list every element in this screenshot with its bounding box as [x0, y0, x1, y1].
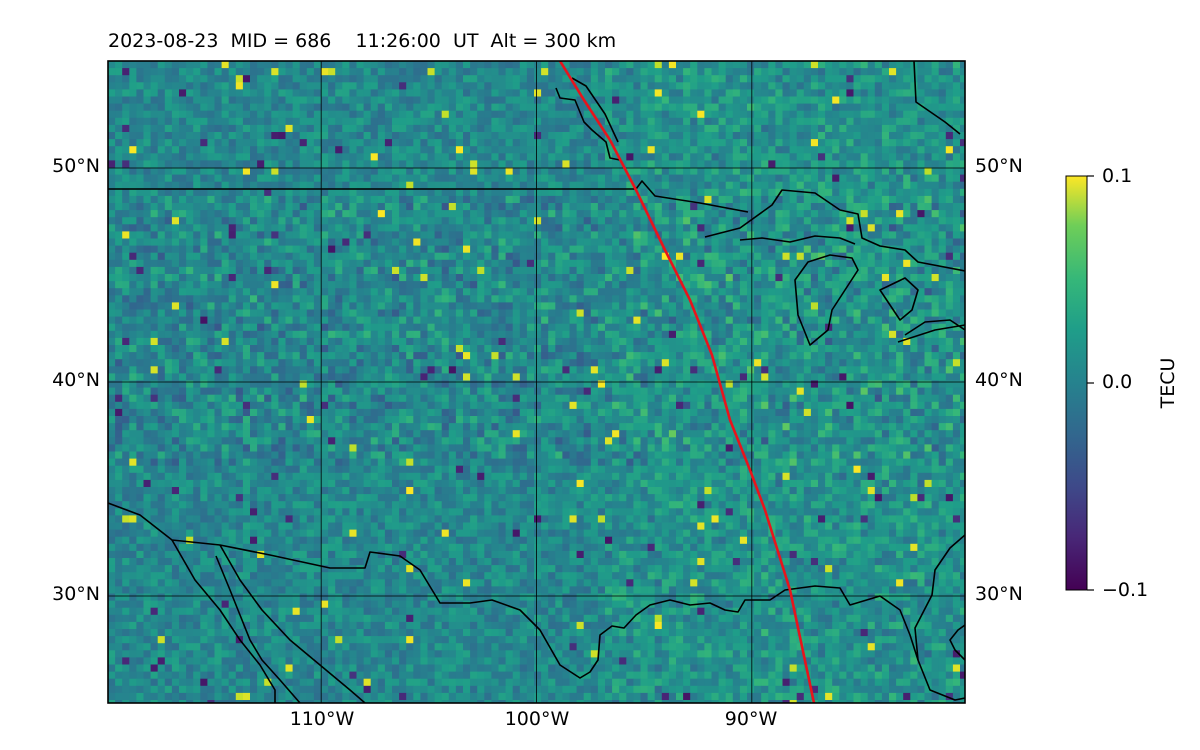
lat-label-right-40: 40°N	[975, 369, 1023, 391]
colorbar-tick-zero: 0.0	[1102, 371, 1133, 393]
coastline-segment	[571, 77, 619, 143]
colorbar-gradient	[1065, 175, 1088, 591]
lon-label-90w: 90°W	[724, 708, 778, 730]
coastline-segment	[794, 254, 859, 346]
coastline-segment	[739, 235, 856, 245]
map-frame	[107, 60, 966, 704]
plot-title: 2023-08-23 MID = 686 11:26:00 UT Alt = 3…	[108, 30, 617, 52]
lon-label-100w: 100°W	[504, 708, 570, 730]
solar-terminator-line	[558, 61, 816, 703]
coastline-segment	[949, 624, 965, 661]
coastline-segment	[219, 544, 366, 703]
coastline-segment	[913, 61, 961, 135]
coastlines-borders	[108, 61, 965, 703]
lat-label-left-50: 50°N	[52, 155, 100, 177]
colorbar-tick-min: −0.1	[1102, 579, 1149, 601]
coastline-segment	[914, 534, 965, 661]
coastline-segment	[897, 324, 965, 343]
coastline-segment	[879, 277, 919, 321]
tec-cells	[108, 61, 965, 703]
coastline-segment	[555, 87, 621, 161]
coastline-segment	[171, 539, 276, 703]
colorbar-tick-max: 0.1	[1102, 165, 1133, 187]
colorbar	[1065, 175, 1094, 591]
lat-label-right-30: 30°N	[975, 583, 1023, 605]
coastline-segment	[904, 319, 965, 336]
coastline-segment	[108, 180, 749, 213]
coastline-segment	[215, 555, 301, 703]
coastline-segment	[704, 189, 965, 272]
coastline-segment	[108, 502, 965, 701]
colorbar-label: TECU	[1157, 357, 1179, 409]
lat-label-right-50: 50°N	[975, 155, 1023, 177]
lat-label-left-40: 40°N	[52, 369, 100, 391]
lat-label-left-30: 30°N	[52, 583, 100, 605]
lon-label-110w: 110°W	[289, 708, 355, 730]
